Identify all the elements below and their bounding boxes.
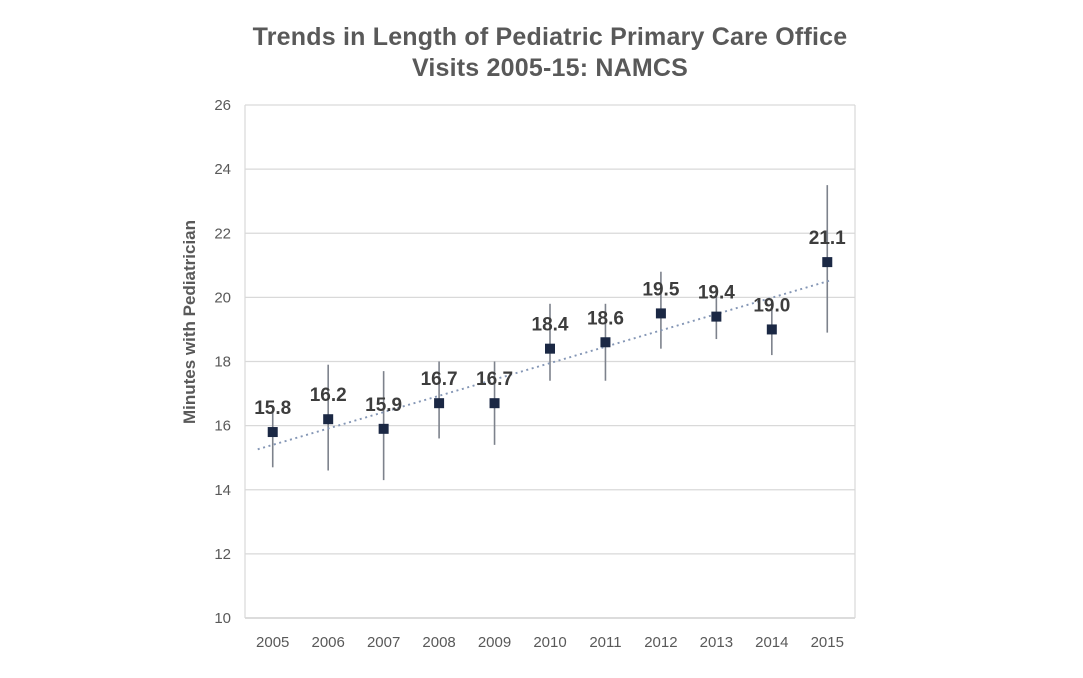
data-point-marker	[434, 398, 445, 409]
chart-title-line-2: Visits 2005-15: NAMCS	[411, 54, 689, 82]
chart-title-line-1: Trends in Length of Pediatric Primary Ca…	[252, 23, 848, 51]
data-point-marker	[766, 324, 777, 335]
chart-title: Trends in Length of Pediatric Primary Ca…	[200, 22, 900, 84]
data-point-marker	[655, 308, 666, 319]
data-point-marker	[600, 337, 611, 348]
y-tick-label: 14	[214, 482, 231, 499]
data-point-label: 16.7	[476, 369, 513, 390]
data-point-marker	[489, 398, 500, 409]
data-point-label: 15.9	[365, 395, 402, 416]
x-tick-label: 2012	[644, 634, 677, 651]
data-point-label: 16.2	[310, 385, 347, 406]
x-tick-label: 2006	[311, 634, 344, 651]
x-tick-label: 2015	[811, 634, 844, 651]
data-point-label: 19.5	[642, 279, 679, 300]
y-tick-label: 16	[214, 418, 231, 435]
data-point-marker	[545, 343, 555, 354]
y-tick-label: 18	[214, 354, 231, 371]
data-point-label: 15.8	[254, 398, 291, 419]
data-point-label: 19.4	[698, 283, 735, 304]
x-tick-label: 2011	[589, 634, 621, 651]
data-point-label: 16.7	[421, 369, 458, 390]
x-tick-label: 2013	[700, 634, 733, 651]
data-point-label: 19.0	[753, 295, 790, 316]
y-tick-label: 10	[214, 610, 231, 627]
y-tick-label: 22	[214, 225, 231, 242]
data-point-marker	[711, 311, 722, 322]
data-point-marker	[822, 257, 833, 268]
x-tick-label: 2010	[533, 634, 566, 651]
y-tick-label: 26	[214, 97, 231, 114]
trendline	[257, 278, 833, 451]
x-tick-label: 2009	[478, 634, 511, 651]
x-tick-label: 2008	[422, 634, 455, 651]
y-tick-label: 12	[214, 546, 231, 563]
data-point-label: 18.4	[532, 315, 569, 336]
data-point-marker	[323, 414, 334, 425]
y-tick-label: 24	[214, 161, 231, 178]
x-tick-label: 2007	[367, 634, 400, 651]
y-tick-label: 20	[214, 289, 231, 306]
x-tick-label: 2014	[755, 634, 788, 651]
data-point-marker	[267, 427, 278, 438]
data-point-label: 21.1	[809, 228, 846, 249]
x-tick-label: 2005	[256, 634, 289, 651]
data-point-marker	[378, 423, 389, 434]
data-point-label: 18.6	[587, 308, 624, 329]
